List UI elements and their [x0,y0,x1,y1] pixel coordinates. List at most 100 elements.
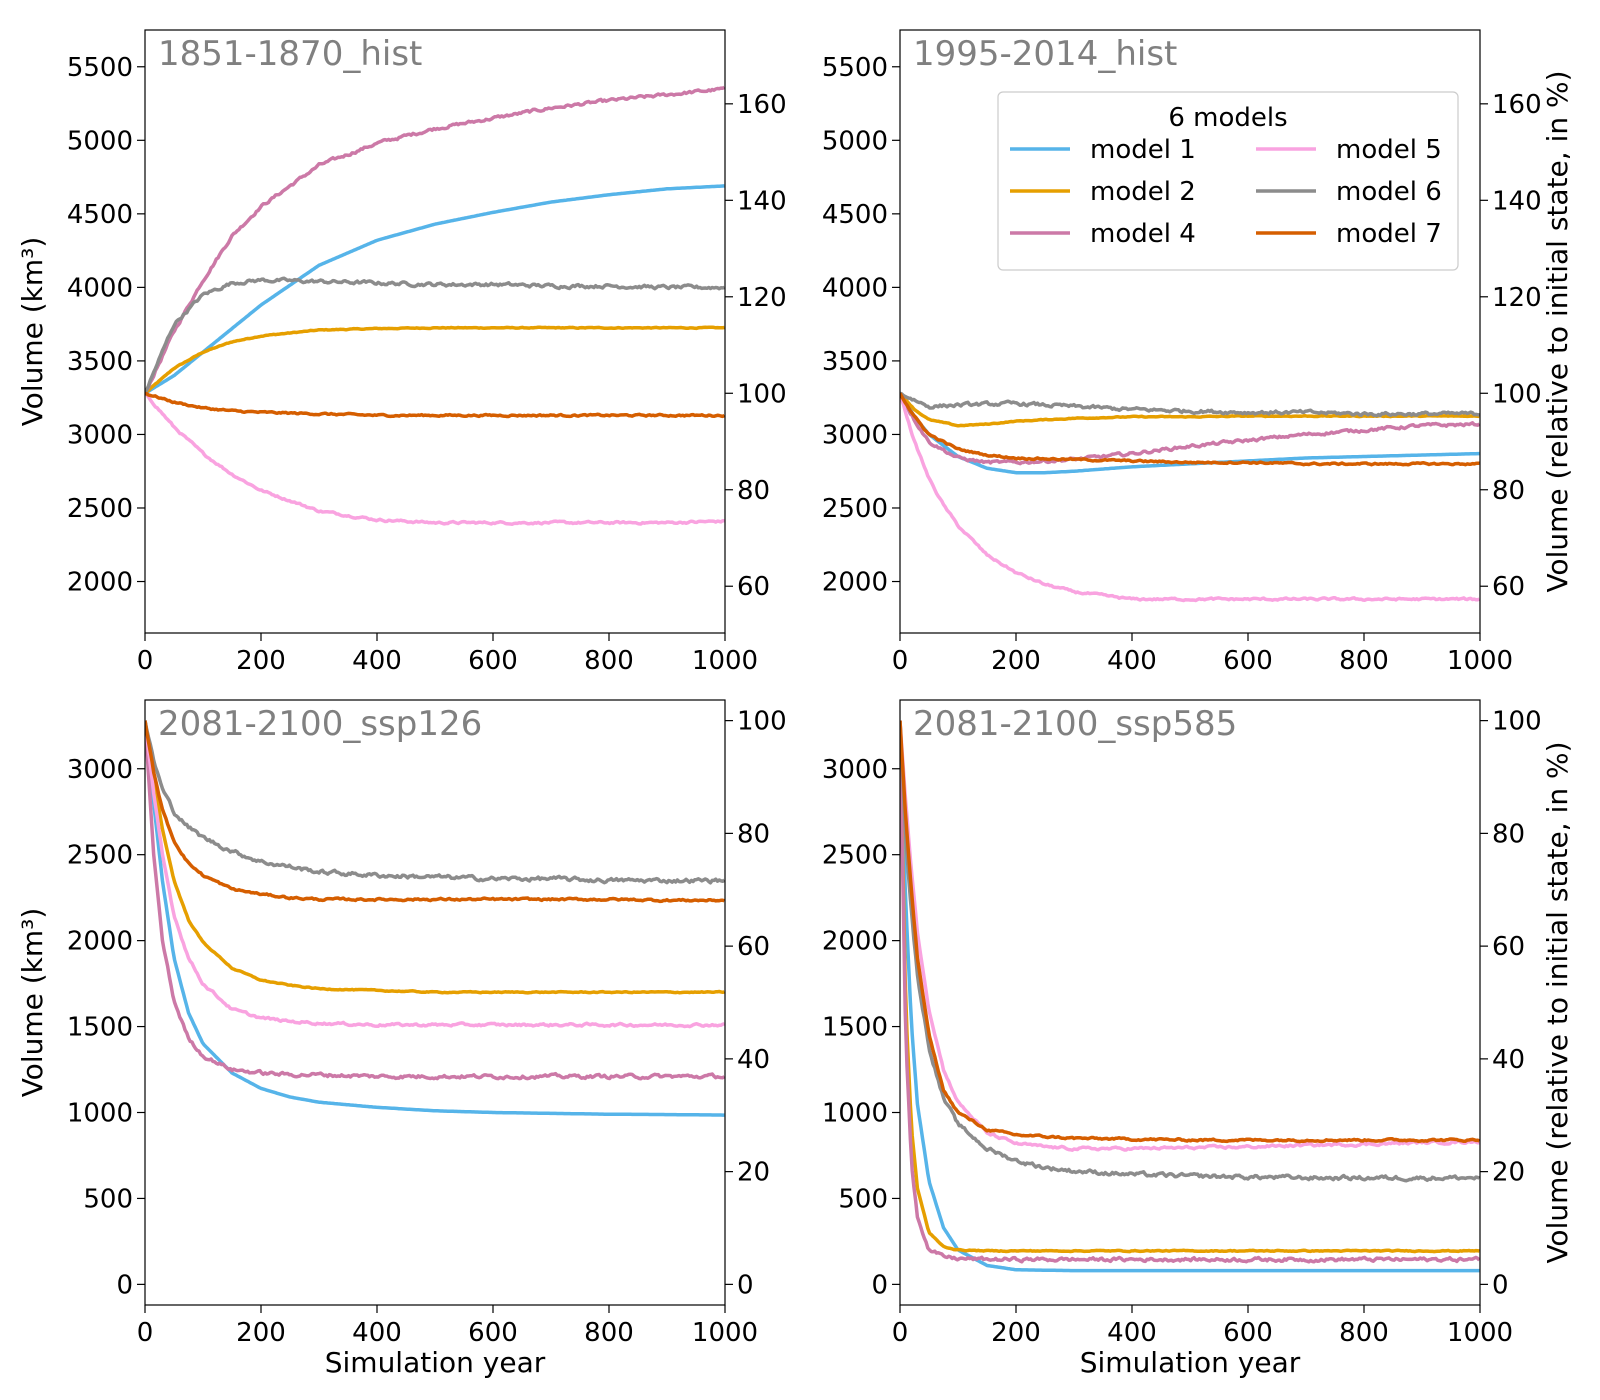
x-axis-label: Simulation year [325,1346,546,1379]
y-tick-label: 2000 [822,927,888,957]
series-line-model-4 [145,720,725,1081]
x-tick-label: 800 [1339,1318,1389,1348]
y-tick-label: 4500 [67,200,133,230]
y2-tick-label: 20 [1492,1158,1525,1188]
y-tick-label: 5500 [67,53,133,83]
y-tick-label: 1000 [822,1099,888,1129]
series-line-model-1 [145,184,725,395]
y2-axis-label: Volume (relative to initial state, in %) [1541,741,1574,1263]
plot-frame [144,29,726,634]
legend-label: model 5 [1336,135,1442,165]
y2-tick-label: 40 [1492,1045,1525,1075]
y-tick-label: 5000 [67,126,133,156]
y2-tick-label: 120 [1492,283,1542,313]
x-tick-label: 400 [352,1318,402,1348]
y2-axis-label: Volume (relative to initial state, in %) [1541,70,1574,592]
y-tick-label: 4000 [67,273,133,303]
legend-label: model 4 [1090,219,1196,249]
series-line-model-6 [145,276,725,395]
y2-tick-label: 60 [1492,572,1525,602]
panel-title: 2081-2100_ssp126 [158,704,482,744]
x-tick-label: 800 [584,646,634,676]
y2-tick-label: 160 [1492,90,1542,120]
chart-panel-1: 0 200 400 600 800 1000 2000 2500 3000 3500 4000 450… [16,29,787,676]
y-tick-label: 1500 [67,1013,133,1043]
series-line-model-2 [900,720,1480,1254]
y2-tick-label: 100 [1492,379,1542,409]
y2-tick-label: 80 [1492,476,1525,506]
x-tick-label: 200 [991,646,1041,676]
y2-tick-label: 120 [737,283,787,313]
y-axis-label: Volume (km³) [16,237,49,427]
legend-title: 6 models [1168,103,1287,133]
y-tick-label: 2500 [67,494,133,524]
x-axis-label: Simulation year [1080,1346,1301,1379]
x-tick-label: 400 [1107,646,1157,676]
y-tick-label: 4000 [822,273,888,303]
y-tick-label: 0 [116,1270,133,1300]
y-tick-label: 1500 [822,1013,888,1043]
y2-tick-label: 60 [737,572,770,602]
series-line-model-7 [900,720,1480,1144]
y2-tick-label: 60 [1492,932,1525,962]
panel-title: 1995-2014_hist [913,34,1177,74]
plot-frame [144,699,726,1306]
y-tick-label: 2000 [67,927,133,957]
series-line-model-6 [900,391,1480,418]
series-line-model-5 [900,720,1480,1152]
y2-tick-label: 100 [1492,707,1542,737]
y-tick-label: 5500 [822,53,888,83]
y2-tick-label: 160 [737,90,787,120]
series-line-model-5 [145,720,725,1029]
panel-title: 2081-2100_ssp585 [913,704,1237,744]
x-tick-label: 0 [137,1318,154,1348]
legend-label: model 1 [1090,135,1196,165]
y2-tick-label: 100 [737,379,787,409]
series-group [145,720,725,1117]
y-tick-label: 1000 [67,1099,133,1129]
series-line-model-2 [900,392,1480,428]
series-line-model-7 [900,392,1480,467]
legend-label: model 6 [1336,177,1442,207]
series-line-model-4 [145,85,725,395]
y-tick-label: 2500 [67,841,133,871]
x-tick-label: 600 [1223,646,1273,676]
legend-box [997,91,1459,271]
y-tick-label: 4500 [822,200,888,230]
series-group [145,85,725,526]
series-group [900,391,1480,603]
plot-frame [899,699,1481,1306]
x-tick-label: 400 [1107,1318,1157,1348]
y2-tick-label: 0 [1492,1270,1509,1300]
x-tick-label: 0 [137,646,154,676]
x-tick-label: 200 [991,1318,1041,1348]
series-line-model-2 [145,720,725,995]
y-tick-label: 3500 [67,347,133,377]
x-tick-label: 600 [468,646,518,676]
y2-tick-label: 100 [737,707,787,737]
y-tick-label: 2500 [822,494,888,524]
series-line-model-6 [900,720,1480,1183]
y-tick-label: 3500 [822,347,888,377]
series-line-model-2 [145,325,725,395]
x-tick-label: 800 [1339,646,1389,676]
series-group [900,720,1480,1273]
series-line-model-5 [900,392,1480,603]
legend-label: model 2 [1090,177,1196,207]
series-line-model-4 [900,720,1480,1264]
x-tick-label: 600 [1223,1318,1273,1348]
x-tick-label: 1000 [692,646,758,676]
series-line-model-1 [145,720,725,1117]
x-tick-label: 0 [892,1318,909,1348]
series-line-model-7 [145,391,725,419]
legend-label: model 7 [1336,219,1442,249]
y-tick-label: 2500 [822,841,888,871]
y-tick-label: 500 [83,1184,133,1214]
y2-tick-label: 140 [1492,186,1542,216]
chart-panel-3: 0 200 400 600 800 100005001000150020002500300… [16,699,787,1379]
y-tick-label: 0 [871,1270,888,1300]
series-line-model-6 [145,720,725,885]
series-line-model-7 [145,720,725,904]
